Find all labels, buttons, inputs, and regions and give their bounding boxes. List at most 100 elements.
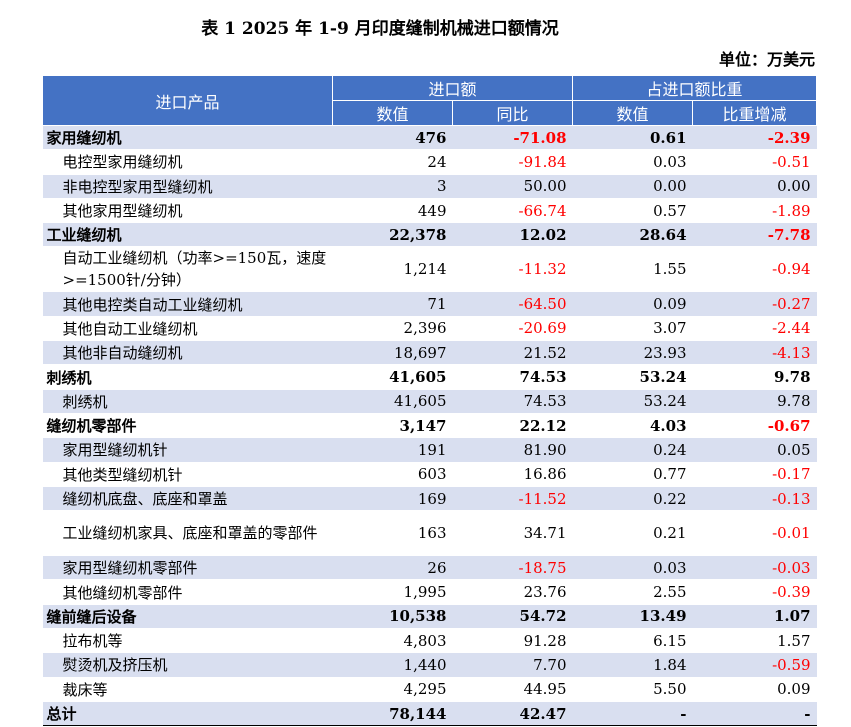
table-row: 熨烫机及挤压机 1,440 7.70 1.84 -0.59 [42,652,817,678]
cell-value: 10,538 [332,604,453,630]
cell-share: 0.03 [572,555,693,581]
cell-product: 家用缝纫机 [42,125,333,151]
cell-share: 0.03 [572,149,693,175]
cell-share-change: -0.94 [692,246,817,293]
cell-value: 4,803 [332,628,453,654]
cell-share: - [572,701,693,727]
cell-value: 476 [332,125,453,151]
cell-value: 22,378 [332,222,453,248]
cell-value: 41,605 [332,364,453,390]
import-table: 进口产品 进口额 占进口额比重 数值 同比 数值 比重增减 家用缝纫机 476 -7… [42,75,818,727]
cell-product: 家用型缝纫机针 [42,437,333,463]
cell-product: 缝前缝后设备 [42,604,333,630]
cell-product: 家用型缝纫机零部件 [42,555,333,581]
cell-yoy: 22.12 [452,413,573,439]
cell-product: 总计 [42,701,333,727]
table-row: 家用型缝纫机针 191 81.90 0.24 0.05 [42,437,817,463]
cell-product: 工业缝纫机 [42,222,333,248]
table-row: 其他缝纫机零部件 1,995 23.76 2.55 -0.39 [42,579,817,605]
cell-product: 刺绣机 [42,364,333,390]
table-row: 工业缝纫机家具、底座和罩盖的零部件 163 34.71 0.21 -0.01 [42,510,817,557]
cell-yoy: -64.50 [452,291,573,317]
cell-yoy: 54.72 [452,604,573,630]
cell-yoy: -66.74 [452,198,573,224]
cell-product: 非电控型家用型缝纫机 [42,174,333,199]
cell-yoy: 23.76 [452,579,573,605]
cell-share-change: -4.13 [692,340,817,366]
header-share-change: 比重增减 [692,100,818,126]
cell-value: 3,147 [332,413,453,439]
cell-share: 0.00 [572,174,693,199]
cell-share-change: -0.39 [692,579,817,605]
cell-value: 3 [332,174,453,199]
header-share-value: 数值 [572,100,694,126]
header-share: 占进口额比重 [572,75,818,101]
cell-share: 1.84 [572,652,693,678]
cell-share-change: 9.78 [692,364,817,390]
cell-product: 拉布机等 [42,628,333,654]
cell-share: 28.64 [572,222,693,248]
cell-yoy: 16.86 [452,462,573,487]
cell-yoy: -20.69 [452,316,573,342]
cell-value: 603 [332,462,453,487]
cell-share-change: -0.13 [692,486,817,512]
table-row: 其他类型缝纫机针 603 16.86 0.77 -0.17 [42,462,817,487]
cell-share: 4.03 [572,413,693,439]
cell-value: 26 [332,555,453,581]
header-yoy: 同比 [451,100,574,126]
table-row: 其他非自动缝纫机 18,697 21.52 23.93 -4.13 [42,340,817,366]
cell-share-change: - [692,701,817,727]
cell-yoy: 42.47 [452,701,573,727]
cell-value: 1,995 [332,579,453,605]
cell-share: 0.77 [572,462,693,487]
category-row: 总计 78,144 42.47- - [42,701,817,727]
cell-share-change: -0.59 [692,652,817,678]
cell-yoy: -91.84 [452,149,573,175]
cell-share-change: 9.78 [692,389,817,414]
table-row: 电控型家用缝纫机 24 -91.84 0.03 -0.51 [42,149,817,175]
cell-value: 449 [332,198,453,224]
cell-product: 电控型家用缝纫机 [42,149,333,175]
cell-share: 53.24 [572,389,693,414]
cell-value: 71 [332,291,453,317]
category-row: 家用缝纫机 476 -71.08 0.61 -2.39 [42,125,817,151]
cell-product: 熨烫机及挤压机 [42,652,333,678]
cell-product: 自动工业缝纫机（功率>=150瓦，速度>=1500针/分钟） [42,246,333,293]
cell-share-change: -0.03 [692,555,817,581]
cell-yoy: -18.75 [452,555,573,581]
category-row: 缝前缝后设备 10,538 54.72 13.49 1.07 [42,604,817,630]
cell-share: 0.09 [572,291,693,317]
cell-product: 刺绣机 [42,389,333,414]
cell-yoy: 44.95 [452,677,573,702]
cell-share: 53.24 [572,364,693,390]
table-row: 自动工业缝纫机（功率>=150瓦，速度>=1500针/分钟） 1,214 -11.3… [42,246,817,293]
cell-value: 1,214 [332,246,453,293]
cell-share-change: -2.39 [692,125,817,151]
table-row: 拉布机等 4,803 91.28 6.15 1.57 [42,628,817,654]
cell-share: 13.49 [572,604,693,630]
cell-product: 缝纫机零部件 [42,413,333,439]
header-product: 进口产品 [42,75,333,126]
table-row: 非电控型家用型缝纫机 3 50.00 0.00 0.00 [42,174,817,199]
cell-value: 4,295 [332,677,453,702]
table-row: 裁床等 4,295 44.95 5.50 0.09 [42,677,817,702]
cell-yoy: -11.32 [452,246,573,293]
cell-product: 裁床等 [42,677,333,702]
cell-value: 191 [332,437,453,463]
table-row: 刺绣机 41,605 74.53 53.24 9.78 [42,389,817,414]
table-row: 其他自动工业缝纫机 2,396 -20.69 3.07 -2.44 [42,316,817,342]
cell-product: 其他类型缝纫机针 [42,462,333,487]
table-title: 表 1 2025 年 1-9 月印度缝制机械进口额情况 [201,19,559,39]
cell-share: 0.24 [572,437,693,463]
cell-value: 169 [332,486,453,512]
cell-share: 3.07 [572,316,693,342]
cell-value: 41,605 [332,389,453,414]
category-row: 缝纫机零部件 3,147 22.12 4.03 -0.67 [42,413,817,439]
cell-product: 缝纫机底盘、底座和罩盖 [42,486,333,512]
cell-yoy: 74.53 [452,389,573,414]
cell-value: 2,396 [332,316,453,342]
cell-share-change: -2.44 [692,316,817,342]
cell-yoy: 12.02 [452,222,573,248]
cell-yoy: 50.00 [452,174,573,199]
cell-value: 24 [332,149,453,175]
